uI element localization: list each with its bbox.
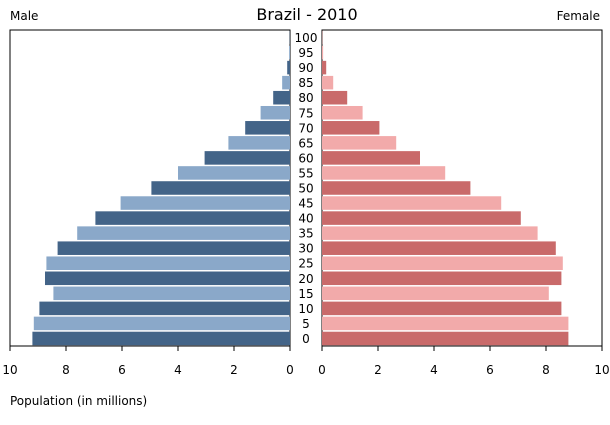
male-bar-age-55 [178, 166, 290, 180]
male-bar-age-20 [45, 271, 290, 286]
female-bar-age-55 [322, 166, 446, 180]
female-bar-age-5 [322, 316, 569, 331]
x-axis-label: Population (in millions) [10, 394, 147, 408]
female-bar-age-25 [322, 256, 563, 271]
male-bar-age-70 [245, 121, 290, 135]
age-label-50: 50 [298, 182, 313, 196]
female-bar-age-40 [322, 211, 521, 225]
age-label-60: 60 [298, 151, 313, 165]
female-bar-age-60 [322, 151, 420, 165]
male-bar-age-40 [95, 211, 291, 225]
female-bar-age-20 [322, 271, 562, 286]
female-tick-label-4: 4 [430, 363, 438, 377]
age-label-5: 5 [302, 317, 310, 331]
female-tick-label-2: 2 [374, 363, 382, 377]
age-label-25: 25 [298, 257, 313, 271]
male-bar-age-90 [287, 60, 290, 75]
female-bar-age-85 [322, 75, 334, 90]
female-tick-label-8: 8 [542, 363, 550, 377]
age-label-70: 70 [298, 121, 313, 135]
male-tick-label-4: 4 [174, 363, 182, 377]
male-bar-age-30 [57, 241, 290, 255]
male-side-label: Male [10, 9, 38, 23]
age-label-95: 95 [298, 46, 313, 60]
age-label-10: 10 [298, 302, 313, 316]
male-bar-age-0 [32, 331, 291, 346]
male-tick-label-8: 8 [62, 363, 70, 377]
chart-title: Brazil - 2010 [256, 5, 357, 24]
age-label-15: 15 [298, 287, 313, 301]
age-label-90: 90 [298, 61, 313, 75]
male-bar-age-5 [33, 316, 291, 331]
female-tick-label-10: 10 [594, 363, 609, 377]
male-bar-age-45 [120, 196, 290, 210]
female-bar-age-95 [322, 45, 324, 60]
age-label-40: 40 [298, 212, 313, 226]
male-tick-label-10: 10 [2, 363, 17, 377]
female-bar-age-90 [322, 60, 327, 75]
male-tick-label-0: 0 [286, 363, 294, 377]
male-bar-age-80 [273, 90, 290, 105]
female-bar-age-30 [322, 241, 556, 255]
female-bar-age-50 [322, 181, 471, 195]
male-bar-age-10 [39, 301, 291, 316]
age-label-30: 30 [298, 242, 313, 256]
age-label-85: 85 [298, 76, 313, 90]
age-label-55: 55 [298, 166, 313, 180]
female-bar-age-35 [322, 226, 538, 240]
age-label-0: 0 [302, 332, 310, 346]
age-label-45: 45 [298, 197, 313, 211]
female-bar-age-80 [322, 90, 348, 105]
age-label-75: 75 [298, 106, 313, 120]
male-bar-age-95 [289, 45, 290, 60]
female-bar-age-0 [322, 331, 569, 346]
male-tick-label-2: 2 [230, 363, 238, 377]
male-bar-age-65 [228, 136, 290, 150]
male-bar-age-75 [260, 105, 290, 120]
age-label-65: 65 [298, 136, 313, 150]
male-bar-age-50 [151, 181, 290, 195]
female-bar-age-65 [322, 136, 397, 150]
age-label-80: 80 [298, 91, 313, 105]
male-bar-age-85 [282, 75, 290, 90]
female-bar-age-10 [322, 301, 562, 316]
male-bar-age-15 [53, 286, 291, 301]
female-bar-age-45 [322, 196, 502, 210]
age-label-100: 100 [295, 31, 318, 45]
male-bars [32, 30, 291, 346]
male-bar-age-25 [46, 256, 291, 271]
female-bar-age-70 [322, 121, 380, 135]
age-label-35: 35 [298, 227, 313, 241]
female-tick-label-6: 6 [486, 363, 494, 377]
female-bar-age-15 [322, 286, 549, 301]
x-axis-ticks: 0 0 2 2 4 4 6 6 8 8 10 10 [2, 346, 610, 377]
male-tick-label-6: 6 [118, 363, 126, 377]
male-bar-age-60 [204, 151, 290, 165]
age-label-20: 20 [298, 272, 313, 286]
female-side-label: Female [557, 9, 600, 23]
female-bars [322, 30, 569, 346]
female-bar-age-75 [322, 105, 363, 120]
male-bar-age-35 [77, 226, 290, 240]
female-tick-label-0: 0 [318, 363, 326, 377]
